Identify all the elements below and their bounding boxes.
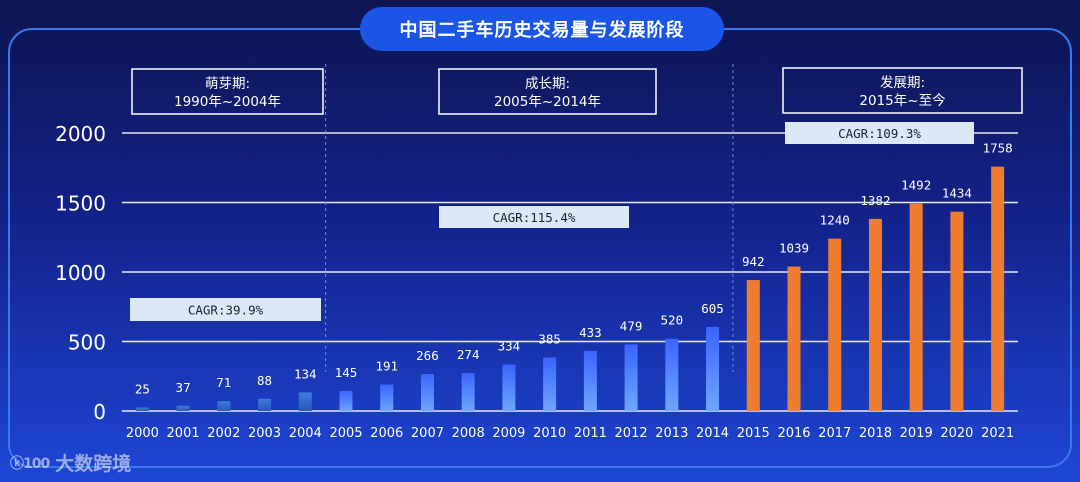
bar	[583, 350, 597, 411]
x-tick-label: 2018	[859, 426, 892, 441]
data-label: 191	[375, 358, 398, 373]
data-label: 88	[257, 373, 272, 388]
data-label: 1492	[901, 178, 931, 193]
x-tick-label: 2017	[818, 426, 851, 441]
x-tick-label: 2009	[492, 426, 525, 441]
cagr-label: CAGR:115.4%	[493, 210, 576, 225]
phase-range: 2005年~2014年	[494, 94, 601, 110]
cagr-box	[130, 298, 321, 321]
x-tick-label: 2000	[126, 426, 159, 441]
watermark-text: 大数跨境	[55, 453, 132, 475]
data-label: 1240	[820, 213, 850, 228]
data-label: 520	[661, 313, 684, 328]
cagr-box	[785, 122, 974, 144]
x-tick-label: 2012	[615, 426, 648, 441]
x-tick-label: 2021	[981, 426, 1014, 441]
data-label: 71	[216, 375, 231, 390]
bar	[176, 405, 190, 411]
x-tick-label: 2007	[411, 426, 444, 441]
phase-name: 发展期:	[880, 75, 925, 91]
bar	[787, 266, 801, 411]
data-label: 479	[620, 318, 643, 333]
x-tick-label: 2005	[329, 426, 362, 441]
data-label: 266	[416, 348, 439, 363]
phase-box	[438, 68, 657, 115]
x-tick-label: 2019	[900, 426, 933, 441]
data-label: 25	[135, 382, 150, 397]
bar	[420, 374, 434, 411]
bar	[746, 280, 760, 411]
phase-name: 萌芽期:	[205, 76, 250, 92]
data-label: 134	[294, 366, 317, 381]
x-tick-label: 2008	[452, 426, 485, 441]
data-label: 37	[176, 380, 191, 395]
data-label: 385	[538, 331, 561, 346]
data-label: 1434	[942, 186, 972, 201]
y-tick-label: 500	[68, 331, 106, 355]
x-tick-label: 2016	[777, 426, 810, 441]
bar	[991, 166, 1005, 411]
x-tick-label: 2020	[940, 426, 973, 441]
bar	[665, 338, 679, 411]
bar	[217, 401, 231, 411]
cagr-label: CAGR:109.3%	[838, 126, 921, 141]
bar	[339, 390, 353, 411]
x-tick-label: 2001	[167, 426, 200, 441]
phase-box	[131, 68, 324, 115]
x-tick-label: 2011	[574, 426, 607, 441]
cagr-box	[439, 206, 629, 228]
x-tick-label: 2004	[289, 426, 322, 441]
bar	[298, 392, 312, 411]
data-label: 274	[457, 347, 480, 362]
y-tick-label: 0	[93, 400, 106, 424]
watermark-logo-icon: ⓚ100	[10, 455, 50, 472]
watermark: ⓚ100 大数跨境	[10, 449, 131, 476]
bar	[502, 364, 516, 411]
phase-box	[782, 67, 1023, 114]
y-tick-label: 2000	[55, 122, 106, 146]
bar	[543, 357, 557, 411]
x-tick-label: 2003	[248, 426, 281, 441]
x-tick-label: 2002	[207, 426, 240, 441]
y-tick-label: 1000	[55, 261, 106, 285]
data-label: 1039	[779, 241, 809, 256]
phase-name: 成长期:	[525, 76, 570, 92]
bar	[461, 372, 475, 411]
bar	[909, 203, 923, 411]
data-label: 605	[701, 301, 724, 316]
bar	[135, 407, 149, 411]
x-tick-label: 2014	[696, 426, 729, 441]
bar	[706, 326, 720, 411]
data-label: 334	[498, 339, 521, 354]
bar	[868, 218, 882, 411]
data-label: 1758	[983, 141, 1013, 156]
x-tick-label: 2015	[737, 426, 770, 441]
bar	[950, 211, 964, 411]
data-label: 145	[335, 365, 358, 380]
bar	[380, 384, 394, 411]
x-tick-label: 2013	[655, 426, 688, 441]
data-label: 433	[579, 325, 602, 340]
chart-title: 中国二手车历史交易量与发展阶段	[360, 7, 724, 51]
phase-range: 1990年~2004年	[174, 94, 281, 110]
data-label: 1382	[860, 193, 890, 208]
bar	[258, 398, 272, 411]
x-tick-label: 2006	[370, 426, 403, 441]
x-tick-label: 2010	[533, 426, 566, 441]
bar	[624, 344, 638, 411]
bar	[828, 238, 842, 411]
data-label: 942	[742, 254, 765, 269]
cagr-label: CAGR:39.9%	[188, 303, 264, 318]
y-tick-label: 1500	[55, 192, 106, 216]
phase-range: 2015年~至今	[859, 93, 946, 109]
